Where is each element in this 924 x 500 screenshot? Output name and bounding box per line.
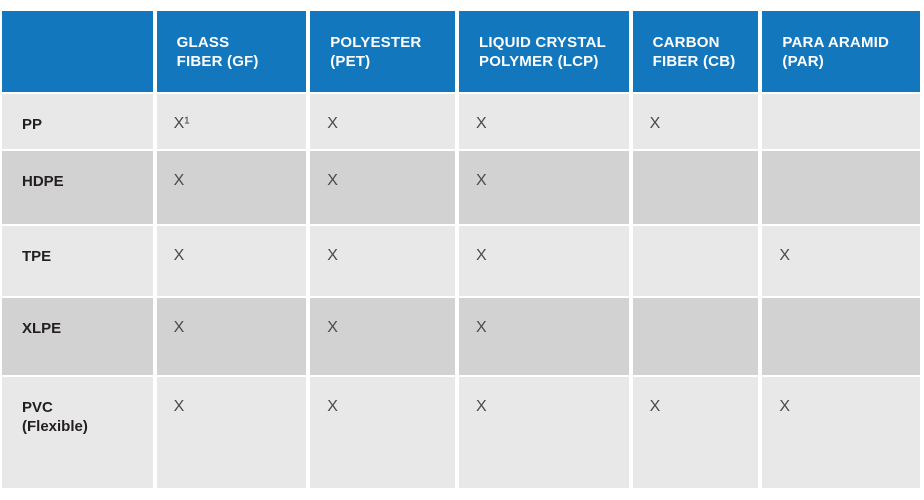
- row-pp: PP X¹ X X X: [2, 94, 920, 149]
- header-cell-polyester: POLYESTER (PET): [310, 11, 456, 92]
- cell-pvc-para-aramid: X: [762, 377, 920, 488]
- cell-xlpe-para-aramid: [762, 298, 920, 375]
- header-label-polyester: POLYESTER (PET): [330, 33, 422, 70]
- cell-tpe-liquid-crystal-polymer: X: [459, 226, 629, 296]
- cell-pp-glass-fiber: X¹: [156, 94, 307, 149]
- cell-pvc-liquid-crystal-polymer: X: [459, 377, 629, 488]
- header-row: GLASS FIBER (GF) POLYESTER (PET) LIQUID …: [2, 11, 920, 92]
- cell-hdpe-carbon-fiber: [632, 151, 759, 224]
- row-xlpe: XLPE X X X: [2, 298, 920, 375]
- cell-hdpe-liquid-crystal-polymer: X: [459, 151, 629, 224]
- row-label-xlpe: XLPE: [22, 320, 62, 337]
- cell-tpe-glass-fiber: X: [156, 226, 307, 296]
- corner-cell: [2, 11, 153, 92]
- header-cell-liquid-crystal-polymer: LIQUID CRYSTAL POLYMER (LCP): [459, 11, 629, 92]
- header-label-para-aramid: PARA ARAMID (PAR): [782, 33, 890, 70]
- header-label-liquid-crystal-polymer: LIQUID CRYSTAL POLYMER (LCP): [479, 33, 606, 70]
- cell-xlpe-liquid-crystal-polymer: X: [459, 298, 629, 375]
- cell-pp-carbon-fiber: X: [632, 94, 759, 149]
- cell-pvc-carbon-fiber: X: [632, 377, 759, 488]
- header-cell-carbon-fiber: CARBON FIBER (CB): [632, 11, 759, 92]
- cell-pp-liquid-crystal-polymer: X: [459, 94, 629, 149]
- cell-xlpe-glass-fiber: X: [156, 298, 307, 375]
- row-header-pp: PP: [2, 94, 153, 149]
- row-label-hdpe: HDPE: [22, 173, 64, 190]
- cell-tpe-polyester: X: [310, 226, 456, 296]
- cell-xlpe-polyester: X: [310, 298, 456, 375]
- header-cell-para-aramid: PARA ARAMID (PAR): [762, 11, 920, 92]
- row-pvc-flexible: PVC (Flexible) X X X X X: [2, 377, 920, 488]
- row-label-tpe: TPE: [22, 248, 52, 265]
- cell-pvc-glass-fiber: X: [156, 377, 307, 488]
- row-header-pvc-flexible: PVC (Flexible): [2, 377, 153, 488]
- row-header-xlpe: XLPE: [2, 298, 153, 375]
- cell-hdpe-polyester: X: [310, 151, 456, 224]
- header-label-carbon-fiber: CARBON FIBER (CB): [652, 33, 736, 70]
- header-cell-glass-fiber: GLASS FIBER (GF): [156, 11, 307, 92]
- cell-pp-polyester: X: [310, 94, 456, 149]
- cell-hdpe-glass-fiber: X: [156, 151, 307, 224]
- row-label-pp: PP: [22, 116, 43, 133]
- material-reinforcement-matrix-table: GLASS FIBER (GF) POLYESTER (PET) LIQUID …: [0, 9, 924, 490]
- row-label-pvc-flexible: PVC (Flexible): [22, 399, 88, 435]
- cell-hdpe-para-aramid: [762, 151, 920, 224]
- cell-tpe-para-aramid: X: [762, 226, 920, 296]
- cell-tpe-carbon-fiber: [632, 226, 759, 296]
- row-hdpe: HDPE X X X: [2, 151, 920, 224]
- row-tpe: TPE X X X X: [2, 226, 920, 296]
- cell-pp-para-aramid: [762, 94, 920, 149]
- cell-xlpe-carbon-fiber: [632, 298, 759, 375]
- row-header-hdpe: HDPE: [2, 151, 153, 224]
- row-header-tpe: TPE: [2, 226, 153, 296]
- cell-pvc-polyester: X: [310, 377, 456, 488]
- header-label-glass-fiber: GLASS FIBER (GF): [176, 33, 259, 70]
